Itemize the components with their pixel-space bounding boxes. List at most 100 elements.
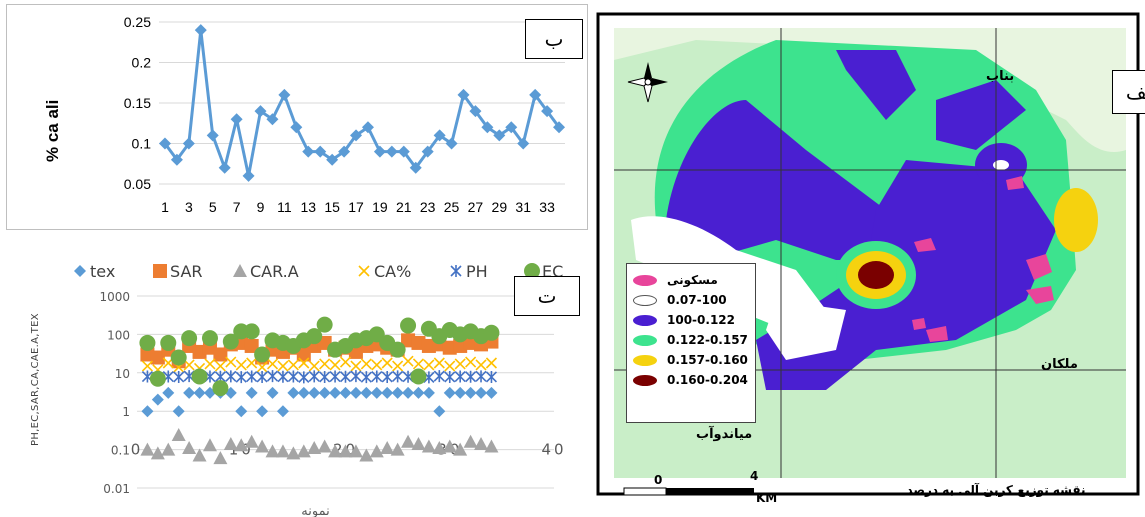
- line-chart-ytick: 0.15: [124, 95, 151, 111]
- map-legend-item: 0.160-0.204: [633, 370, 749, 390]
- scatter-point: [204, 358, 216, 370]
- scatter-point: [243, 323, 260, 340]
- scatter-point: [359, 448, 374, 462]
- scatter-point: [423, 359, 435, 371]
- scatter-point: [392, 360, 404, 372]
- scatter-point: [318, 386, 331, 399]
- scatter-point: [369, 444, 384, 458]
- scatter-point: [225, 356, 237, 368]
- north-arrow-icon: [627, 62, 668, 103]
- scatter-point: [308, 386, 321, 399]
- scatter-chart-ylabel: PH,EC,SAR,CA,CAE.A,TEX: [30, 313, 41, 446]
- scatter-point: [400, 317, 417, 334]
- scatter-point: [329, 370, 341, 383]
- line-chart-point: [481, 121, 494, 134]
- scatter-point: [483, 324, 500, 341]
- scatter-chart-ytick: 100: [107, 328, 130, 342]
- scatter-point: [410, 368, 427, 385]
- legend-label: tex: [90, 262, 115, 281]
- line-chart-point: [302, 145, 315, 158]
- scatter-point: [380, 441, 395, 455]
- scatter-chart-xtick: 40: [541, 441, 566, 459]
- scatter-point: [475, 370, 487, 383]
- legend-marker: [524, 263, 540, 279]
- scatter-chart-ytick: 0.1: [111, 444, 130, 458]
- line-chart-xtick: 13: [300, 199, 316, 215]
- scatter-point: [141, 360, 153, 372]
- scatter-point: [296, 444, 311, 458]
- scatter-point: [256, 370, 268, 383]
- scatter-point: [183, 386, 196, 399]
- legend-label: CA%: [374, 262, 411, 281]
- line-chart-xtick: 15: [324, 199, 340, 215]
- scatter-point: [412, 358, 425, 370]
- scatter-point: [485, 386, 498, 399]
- scatter-point: [371, 370, 383, 383]
- line-chart-point: [182, 137, 195, 150]
- legend-marker: [74, 265, 86, 277]
- map-legend-item: 0.07-100: [633, 290, 749, 310]
- scatter-point: [298, 371, 310, 384]
- scatter-chart-xlabel: نمونه: [301, 504, 329, 517]
- scatter-point: [421, 439, 436, 453]
- scatter-point: [453, 442, 468, 456]
- scatter-point: [244, 434, 259, 448]
- place-miandoab: میاندوآب: [696, 425, 752, 442]
- scatter-point: [212, 380, 229, 397]
- map-legend-item: 0.122-0.157: [633, 330, 749, 350]
- line-chart-xtick: 29: [492, 199, 508, 215]
- scatter-point: [411, 436, 426, 450]
- scatter-point: [246, 370, 258, 383]
- scale-four: 4: [750, 469, 758, 483]
- scatter-point: [307, 441, 322, 455]
- legend-marker: [153, 264, 167, 278]
- scatter-point: [182, 441, 197, 455]
- scatter-point: [465, 356, 477, 368]
- scatter-point: [348, 444, 363, 458]
- map-legend-swatch: [633, 334, 657, 346]
- scatter-point: [484, 439, 499, 453]
- scatter-point: [402, 355, 414, 367]
- scatter-point: [339, 356, 352, 368]
- scatter-point: [444, 360, 456, 372]
- scatter-point: [170, 349, 187, 366]
- scatter-point: [485, 370, 498, 383]
- legend-label: SAR: [170, 262, 203, 281]
- scatter-point: [463, 434, 478, 448]
- scatter-chart-ytick: 1: [122, 405, 130, 419]
- scatter-point: [150, 446, 165, 460]
- scatter-chart-ytick: 1000: [99, 290, 130, 304]
- scatter-point: [201, 330, 218, 347]
- place-malekan: ملکان: [1041, 357, 1078, 372]
- scatter-point: [316, 316, 333, 333]
- scatter-point: [139, 334, 156, 351]
- scatter-point: [308, 370, 320, 383]
- scatter-point: [391, 386, 404, 399]
- scatter-point: [360, 386, 373, 399]
- line-chart-xtick: 25: [444, 199, 460, 215]
- line-chart-xtick: 5: [209, 199, 217, 215]
- line-chart-point: [170, 153, 183, 166]
- scatter-point: [162, 386, 175, 399]
- line-chart-xtick: 33: [539, 199, 555, 215]
- scatter-point: [235, 371, 247, 384]
- line-chart-xtick: 7: [233, 199, 241, 215]
- scatter-point: [192, 448, 207, 462]
- scatter-point: [277, 370, 289, 383]
- line-chart-point: [541, 105, 554, 118]
- scatter-point: [277, 360, 289, 372]
- scatter-point: [319, 370, 331, 383]
- line-chart-point: [350, 129, 363, 142]
- scatter-point: [454, 386, 467, 399]
- scatter-point: [433, 357, 445, 369]
- scatter-point: [266, 370, 279, 383]
- scatter-point: [319, 358, 331, 370]
- line-chart-point: [385, 145, 398, 158]
- scatter-point: [275, 444, 290, 458]
- scatter-point: [381, 370, 393, 383]
- scatter-point: [266, 358, 279, 370]
- scatter-point: [172, 405, 185, 418]
- line-chart-xtick: 11: [277, 199, 292, 215]
- scatter-point: [444, 370, 456, 383]
- line-chart-point: [433, 129, 446, 142]
